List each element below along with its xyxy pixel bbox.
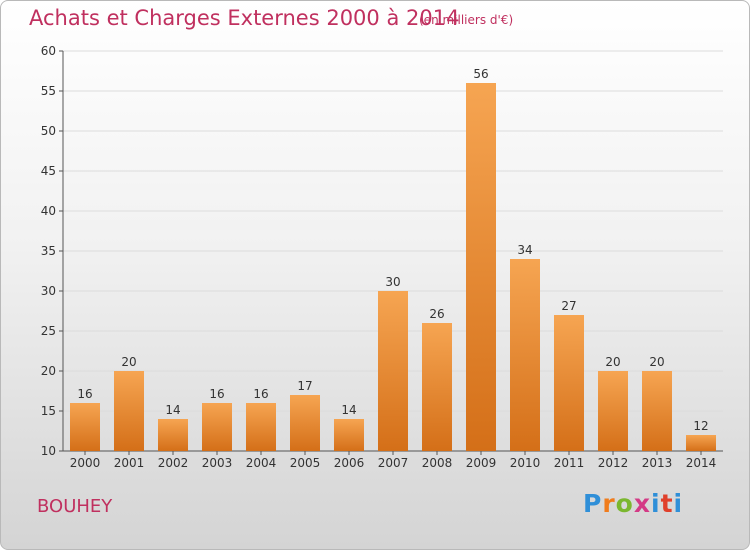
bar — [158, 419, 188, 451]
data-label: 14 — [165, 403, 180, 417]
bar — [422, 323, 452, 451]
data-label: 56 — [473, 67, 488, 81]
y-tick-label: 45 — [41, 164, 56, 178]
y-tick-label: 15 — [41, 404, 56, 418]
x-tick-label: 2014 — [686, 456, 717, 470]
data-label: 16 — [209, 387, 224, 401]
x-tick-label: 2011 — [554, 456, 585, 470]
y-tick-label: 30 — [41, 284, 56, 298]
y-tick-label: 40 — [41, 204, 56, 218]
bar — [686, 435, 716, 451]
x-tick-label: 2004 — [246, 456, 277, 470]
bar — [510, 259, 540, 451]
x-tick-label: 2013 — [642, 456, 673, 470]
data-labels: 16 20 14 16 16 17 14 30 26 56 34 27 20 20 12 — [77, 67, 708, 433]
data-label: 14 — [341, 403, 356, 417]
brand-letter: P — [583, 489, 603, 518]
data-label: 27 — [561, 299, 576, 313]
bar — [642, 371, 672, 451]
x-tick-label: 2002 — [158, 456, 189, 470]
proxiti-logo: Proxiti — [583, 489, 683, 518]
data-label: 34 — [517, 243, 532, 257]
y-tick-label: 60 — [41, 44, 56, 58]
x-tick-label: 2005 — [290, 456, 321, 470]
brand-letter: i — [673, 489, 684, 518]
brand-letter: t — [660, 489, 674, 518]
x-tick-label: 2010 — [510, 456, 541, 470]
bar — [554, 315, 584, 451]
y-tick-label: 10 — [41, 444, 56, 458]
y-tick-label: 55 — [41, 84, 56, 98]
data-label: 20 — [649, 355, 664, 369]
brand-letter: x — [633, 489, 651, 518]
x-tick-label: 2012 — [598, 456, 629, 470]
data-label: 20 — [121, 355, 136, 369]
bar — [70, 403, 100, 451]
bar — [202, 403, 232, 451]
brand-letter: o — [615, 489, 634, 518]
data-label: 20 — [605, 355, 620, 369]
brand-letter: i — [651, 489, 661, 518]
data-label: 16 — [77, 387, 92, 401]
data-label: 17 — [297, 379, 312, 393]
bar — [290, 395, 320, 451]
bar — [598, 371, 628, 451]
bar — [378, 291, 408, 451]
bars — [70, 83, 716, 451]
y-tick-label: 25 — [41, 324, 56, 338]
data-label: 30 — [385, 275, 400, 289]
x-tick-label: 2000 — [70, 456, 101, 470]
x-tick-label: 2008 — [422, 456, 453, 470]
x-tick-label: 2001 — [114, 456, 145, 470]
x-tick-label: 2007 — [378, 456, 409, 470]
y-tick-label: 20 — [41, 364, 56, 378]
chart-subtitle: (en milliers d'€) — [419, 13, 514, 27]
data-label: 16 — [253, 387, 268, 401]
data-label: 26 — [429, 307, 444, 321]
bar — [334, 419, 364, 451]
bar — [466, 83, 496, 451]
x-tick-label: 2006 — [334, 456, 365, 470]
data-label: 12 — [693, 419, 708, 433]
brand-letter: r — [602, 489, 616, 518]
chart-title: Achats et Charges Externes 2000 à 2014 — [29, 6, 460, 30]
x-tick-label: 2009 — [466, 456, 497, 470]
x-tick-label: 2003 — [202, 456, 233, 470]
bar — [246, 403, 276, 451]
y-tick-label: 35 — [41, 244, 56, 258]
y-tick-label: 50 — [41, 124, 56, 138]
commune-name: BOUHEY — [37, 496, 113, 517]
bar — [114, 371, 144, 451]
